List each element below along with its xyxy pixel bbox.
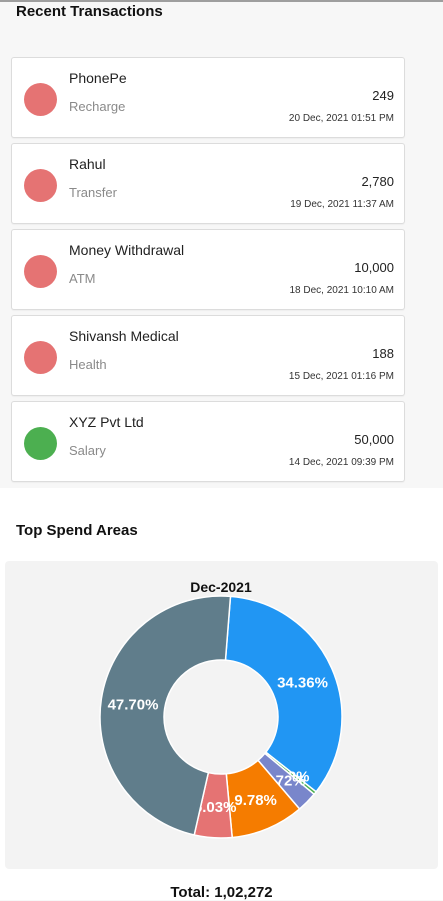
- transaction-amount: 188: [372, 346, 394, 361]
- transaction-name: XYZ Pvt Ltd: [69, 414, 144, 430]
- top-divider: [0, 0, 443, 2]
- total-amount: Total: 1,02,272: [170, 884, 273, 901]
- slice-label: 9.78%: [234, 792, 277, 809]
- transaction-name: Money Withdrawal: [69, 242, 185, 258]
- transaction-date: 14 Dec, 2021 09:39 PM: [288, 457, 394, 468]
- transaction-category: Recharge: [69, 99, 126, 114]
- transaction-card[interactable]: Rahul Transfer 2,780 19 Dec, 2021 11:37 AM: [11, 143, 405, 224]
- transaction-amount: 50,000: [354, 432, 394, 447]
- transaction-status-dot: [24, 255, 57, 288]
- transaction-date: 18 Dec, 2021 10:10 AM: [289, 285, 394, 296]
- transaction-status-dot: [24, 83, 57, 116]
- recent-transactions-title: Recent Transactions: [16, 3, 163, 20]
- transaction-name: PhonePe: [69, 70, 127, 86]
- transaction-date: 20 Dec, 2021 01:51 PM: [288, 113, 394, 124]
- transaction-category: Transfer: [69, 185, 117, 200]
- slice-label: 5.03%: [194, 799, 237, 816]
- transaction-card[interactable]: XYZ Pvt Ltd Salary 50,000 14 Dec, 2021 09:3…: [11, 401, 405, 482]
- transaction-amount: 10,000: [354, 260, 394, 275]
- transaction-date: 19 Dec, 2021 11:37 AM: [290, 199, 394, 210]
- donut-slice[interactable]: [99, 595, 232, 836]
- transaction-category: ATM: [69, 271, 96, 286]
- transaction-card[interactable]: Shivansh Medical Health 188 15 Dec, 2021 01…: [11, 315, 405, 396]
- chart-title: Dec-2021: [190, 579, 252, 595]
- transaction-status-dot: [24, 341, 57, 374]
- transaction-card[interactable]: Money Withdrawal ATM 10,000 18 Dec, 2021 10…: [11, 229, 405, 310]
- transaction-status-dot: [24, 427, 57, 460]
- slice-label: 34.36%: [277, 674, 328, 691]
- transaction-amount: 249: [372, 88, 394, 103]
- transaction-date: 15 Dec, 2021 01:16 PM: [288, 371, 394, 382]
- transaction-card[interactable]: PhonePe Recharge 249 20 Dec, 2021 01:51 PM: [11, 57, 405, 138]
- transaction-category: Health: [69, 357, 107, 372]
- donut-slice[interactable]: [224, 595, 343, 793]
- transaction-category: Salary: [69, 443, 106, 458]
- transaction-name: Rahul: [69, 156, 106, 172]
- top-spend-areas-title: Top Spend Areas: [16, 522, 138, 539]
- slice-label: 47.70%: [108, 697, 159, 714]
- transaction-list: PhonePe Recharge 249 20 Dec, 2021 01:51 PM R…: [11, 57, 405, 487]
- transaction-amount: 2,780: [361, 174, 394, 189]
- transaction-name: Shivansh Medical: [69, 328, 179, 344]
- transaction-status-dot: [24, 169, 57, 202]
